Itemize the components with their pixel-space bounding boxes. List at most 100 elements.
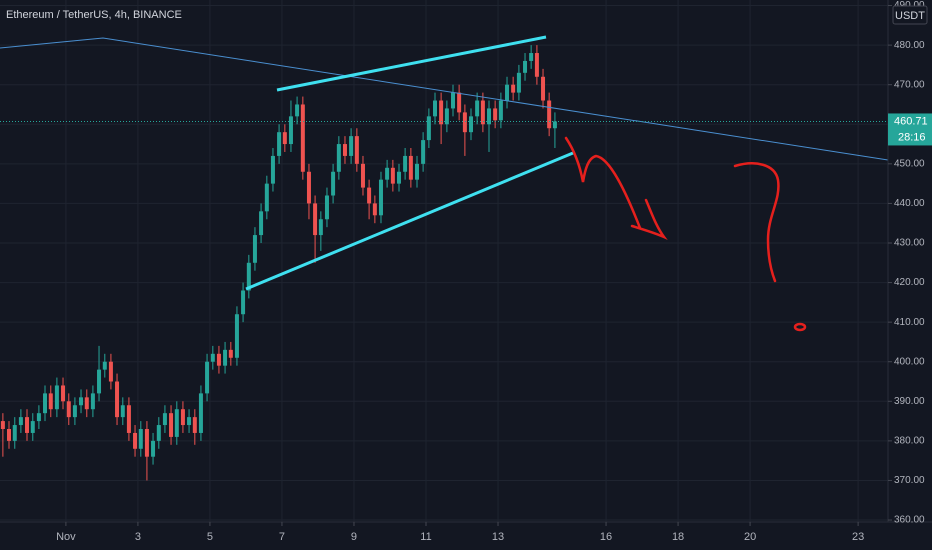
- candle-body: [7, 428, 12, 441]
- candle-body: [378, 179, 383, 216]
- axes: 360.00 370.00 380.00 390.00 400.00 410.00 420.…: [56, 0, 932, 543]
- candle-body: [228, 349, 233, 358]
- candle-body: [493, 108, 498, 121]
- price-axis: [888, 0, 932, 550]
- candle-body: [282, 132, 287, 145]
- y-tick-label: 420.00: [894, 277, 925, 288]
- candle-body: [306, 171, 311, 204]
- candle-body: [205, 361, 210, 394]
- candle-body: [162, 413, 167, 426]
- candle-body: [342, 144, 347, 156]
- x-tick-label: 16: [600, 531, 612, 543]
- candle-body: [439, 100, 444, 125]
- y-tick-label: 440.00: [894, 198, 925, 209]
- candle-body: [43, 393, 48, 414]
- candle-body: [97, 369, 102, 394]
- last-price-tag: [888, 113, 932, 146]
- candle-body: [523, 60, 528, 73]
- candle-body: [66, 401, 71, 418]
- candle-body: [18, 417, 23, 426]
- candle-body: [511, 84, 516, 93]
- candle-body: [475, 100, 480, 117]
- candle-body: [54, 385, 59, 410]
- candle-body: [223, 349, 228, 366]
- candle-body: [48, 393, 53, 410]
- candle-body: [198, 393, 203, 433]
- channel-top: [276, 35, 547, 92]
- candle-body: [318, 219, 323, 236]
- candle-body: [115, 381, 120, 418]
- candle-body: [313, 203, 318, 236]
- x-tick-label: 23: [852, 531, 864, 543]
- candle-body: [505, 84, 510, 101]
- candle-body: [529, 53, 534, 61]
- candle-body: [210, 353, 215, 362]
- candle-body: [0, 421, 5, 429]
- candle-body: [187, 417, 192, 426]
- candle-body: [102, 361, 107, 370]
- x-tick-label: 5: [207, 531, 213, 543]
- candle-body: [151, 440, 156, 457]
- x-tick-label: 20: [744, 531, 756, 543]
- arrow-doodle: [564, 136, 668, 241]
- x-tick-label: 3: [135, 531, 141, 543]
- y-tick-label: 360.00: [894, 515, 925, 526]
- trend-line: [0, 37, 889, 161]
- candle-body: [349, 136, 354, 156]
- candle-body: [396, 171, 401, 184]
- candle-body: [426, 116, 431, 141]
- candle-body: [288, 116, 293, 145]
- x-tick-label: 18: [672, 531, 684, 543]
- candle-body: [295, 104, 300, 117]
- candles: [0, 45, 557, 481]
- candle-body: [360, 163, 365, 188]
- candle-body: [120, 405, 125, 418]
- candle-body: [246, 262, 251, 291]
- candle-body: [336, 144, 341, 172]
- y-tick-label: 480.00: [894, 40, 925, 51]
- candle-body: [72, 405, 77, 418]
- candle-body: [421, 140, 426, 164]
- candle-body: [367, 187, 372, 204]
- candle-body: [408, 155, 413, 180]
- candle-body: [331, 171, 336, 196]
- candle-body: [241, 290, 246, 315]
- candle-body: [469, 116, 474, 133]
- candle-body: [25, 417, 30, 433]
- candle-body: [541, 76, 546, 101]
- candle-body: [462, 112, 467, 133]
- candle-body: [414, 163, 419, 180]
- candle-body: [252, 235, 257, 263]
- candle-body: [234, 314, 239, 358]
- candle-body: [451, 92, 456, 109]
- drawings: [0, 35, 889, 332]
- x-tick-label: 7: [279, 531, 285, 543]
- countdown: 28:16: [898, 131, 926, 143]
- candle-body: [12, 425, 17, 441]
- candle-body: [457, 92, 462, 113]
- candle-body: [354, 136, 359, 164]
- y-tick-label: 410.00: [894, 317, 925, 328]
- candle-body: [403, 155, 408, 172]
- candle-body: [174, 409, 179, 437]
- candle-body: [432, 100, 437, 117]
- candle-body: [444, 108, 449, 125]
- candle-body: [144, 428, 149, 457]
- candle-body: [487, 108, 492, 125]
- last-price-label: 460.71: [894, 115, 928, 127]
- y-tick-label: 450.00: [894, 158, 925, 169]
- y-tick-label: 380.00: [894, 436, 925, 447]
- candle-body: [108, 361, 113, 382]
- channel-bottom: [245, 151, 574, 291]
- candle-body: [36, 413, 41, 422]
- chart-title: Ethereum / TetherUS, 4h, BINANCE: [6, 9, 182, 21]
- candle-body: [277, 132, 282, 156]
- candle-body: [138, 428, 143, 449]
- candle-body: [385, 167, 390, 180]
- question-doodle: [733, 162, 780, 283]
- candle-body: [372, 203, 377, 216]
- candle-body: [61, 385, 66, 402]
- candle-body: [264, 183, 269, 212]
